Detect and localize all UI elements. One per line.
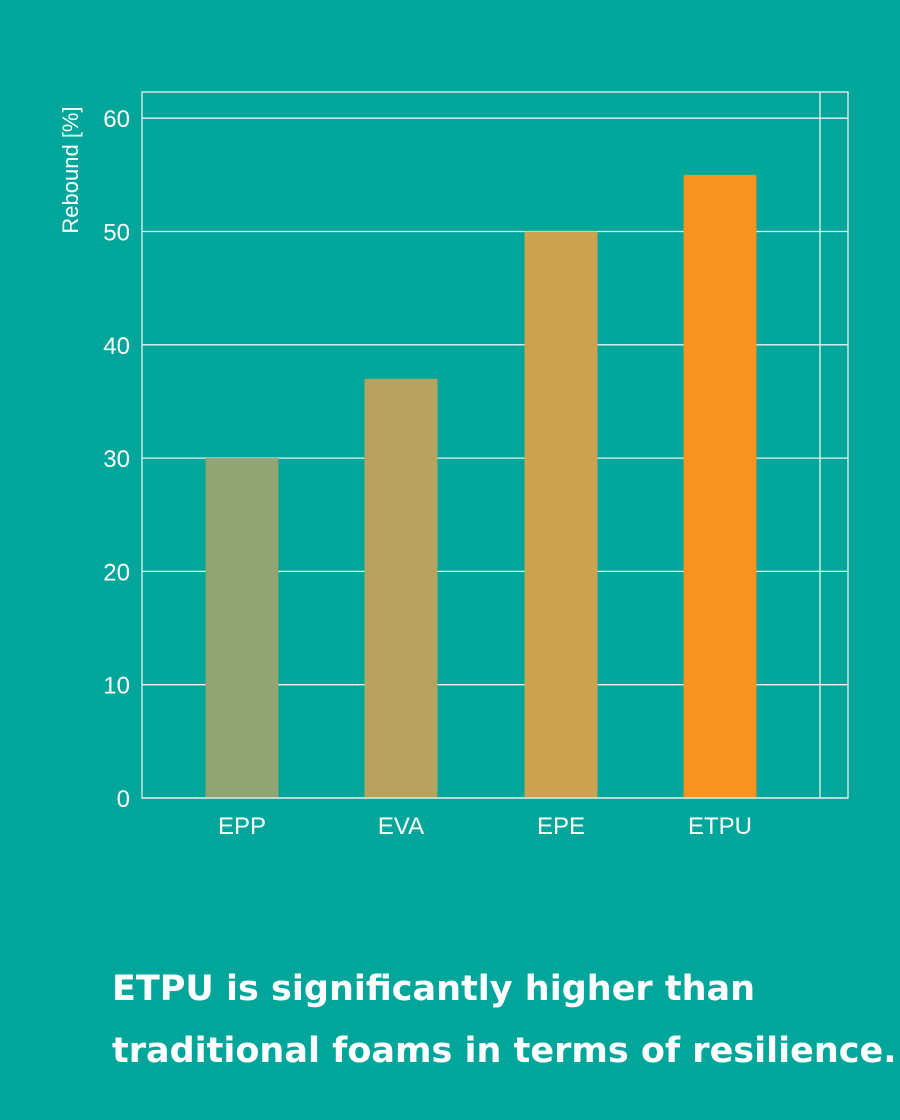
y-tick-label: 40: [103, 333, 130, 360]
bar-layer: [205, 174, 757, 799]
y-tick-label: 50: [103, 220, 130, 247]
x-tick-label: EVA: [378, 813, 424, 840]
x-tick-label: EPP: [218, 813, 266, 840]
caption: ETPU is significantly higher than tradit…: [112, 958, 897, 1082]
bar-etpu: [683, 174, 757, 799]
y-tick-label: 20: [103, 559, 130, 586]
x-tick-label: ETPU: [688, 813, 752, 840]
y-tick-label: 30: [103, 446, 130, 473]
bar-epe: [524, 231, 598, 798]
x-tick-label: EPE: [537, 813, 585, 840]
rebound-bar-chart: 0 10 20 30 40 50 60 EPP EVA EPE ETPU Rebound [%]: [58, 91, 849, 840]
caption-line-1: ETPU is significantly higher than: [112, 969, 756, 1009]
bar-eva: [364, 378, 438, 798]
y-tick-label: 60: [103, 106, 130, 133]
y-tick-label: 0: [117, 786, 130, 813]
bar-epp: [205, 458, 279, 798]
caption-line-2: traditional foams in terms of resilience…: [112, 1031, 897, 1071]
y-tick-label: 10: [103, 673, 130, 700]
axis-layer: 0 10 20 30 40 50 60 EPP EVA EPE ETPU: [103, 106, 848, 840]
y-axis-label: Rebound [%]: [58, 106, 83, 233]
